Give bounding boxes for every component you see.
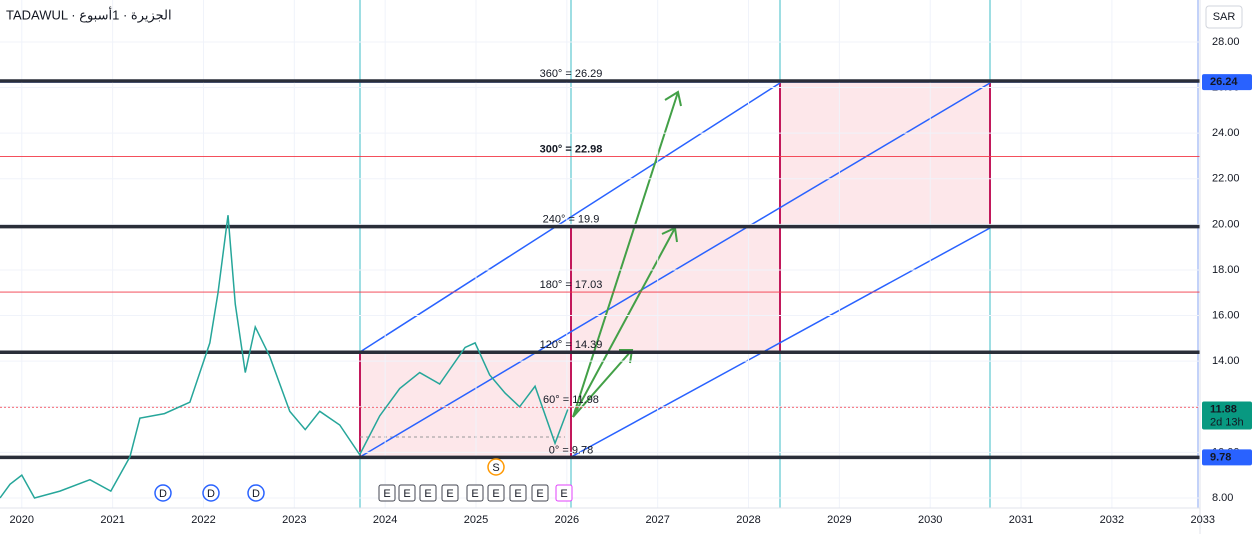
level-label: 0° = 9.78 — [549, 444, 593, 456]
level-label: 120° = 14.39 — [540, 339, 603, 351]
gann-box — [780, 83, 990, 228]
price-badge-label: 9.78 — [1210, 451, 1231, 463]
level-label: 60° = 11.98 — [543, 394, 599, 406]
event-label: E — [446, 488, 453, 500]
y-tick-label: 22.00 — [1212, 173, 1240, 185]
price-badge-label: 11.88 — [1210, 403, 1237, 415]
event-icon — [441, 484, 459, 502]
x-tick-label: 2026 — [555, 514, 579, 526]
gann-box — [360, 352, 571, 457]
level-label: 180° = 17.03 — [540, 279, 603, 291]
y-tick-label: 20.00 — [1212, 218, 1240, 230]
event-label: E — [383, 488, 390, 500]
price-badge — [1202, 401, 1252, 430]
currency-box — [1205, 5, 1243, 29]
price-badge — [1202, 449, 1252, 466]
event-icon — [509, 484, 527, 502]
event-label: E — [471, 488, 478, 500]
level-label: 360° = 26.29 — [540, 68, 603, 80]
x-tick-label: 2032 — [1100, 514, 1124, 526]
price-badge — [1202, 74, 1252, 91]
y-tick-label: 8.00 — [1212, 492, 1233, 504]
price-line — [0, 215, 569, 499]
event-label: E — [424, 488, 431, 500]
event-label: D — [207, 488, 215, 500]
level-label: 240° = 19.9 — [543, 214, 600, 226]
x-tick-label: 2023 — [282, 514, 306, 526]
event-label: E — [560, 488, 567, 500]
y-tick-label: 18.00 — [1212, 264, 1240, 276]
plot: 360° = 26.29 300° = 22.98 240° = 19.9 180° … — [0, 0, 1204, 508]
event-icon — [398, 484, 416, 502]
event-label: E — [403, 488, 410, 500]
event-label: S — [492, 462, 499, 474]
event-icon — [247, 484, 265, 502]
x-tick-label: 2024 — [373, 514, 397, 526]
x-tick-label: 2020 — [10, 514, 34, 526]
x-tick-label: 2033 — [1190, 514, 1214, 526]
event-label: E — [514, 488, 521, 500]
x-tick-label: 2025 — [464, 514, 488, 526]
y-tick-label: 14.00 — [1212, 355, 1240, 367]
event-icon — [202, 484, 220, 502]
event-icon — [378, 484, 396, 502]
x-tick-label: 2028 — [736, 514, 760, 526]
event-icon — [466, 484, 484, 502]
y-tick-label: 28.00 — [1212, 36, 1240, 48]
event-icon — [487, 484, 505, 502]
price-badge-sub: 2d 13h — [1210, 416, 1244, 428]
event-icon — [419, 484, 437, 502]
gann-box — [571, 228, 780, 352]
event-label: D — [252, 488, 260, 500]
y-tick-label: 24.00 — [1212, 127, 1240, 139]
x-tick-label: 2030 — [918, 514, 942, 526]
price-badge-label: 26.24 — [1210, 76, 1238, 88]
event-label: E — [536, 488, 543, 500]
axes: 8.0010.0012.0014.0016.0018.0020.0022.002… — [10, 36, 1252, 526]
y-tick-label: 16.00 — [1212, 309, 1240, 321]
x-tick-label: 2027 — [645, 514, 669, 526]
event-label: E — [492, 488, 499, 500]
level-label: 300° = 22.98 — [540, 143, 603, 155]
event-icon — [531, 484, 549, 502]
currency: SAR — [1213, 11, 1236, 23]
x-tick-label: 2022 — [191, 514, 215, 526]
event-icon — [154, 484, 172, 502]
event-label: D — [159, 488, 167, 500]
x-tick-label: 2021 — [100, 514, 124, 526]
header: TADAWUL · الجزيرة · 1أسبوع — [6, 6, 172, 23]
event-icon — [487, 458, 505, 476]
x-tick-label: 2029 — [827, 514, 851, 526]
x-tick-label: 2031 — [1009, 514, 1033, 526]
event-icon — [555, 484, 573, 502]
